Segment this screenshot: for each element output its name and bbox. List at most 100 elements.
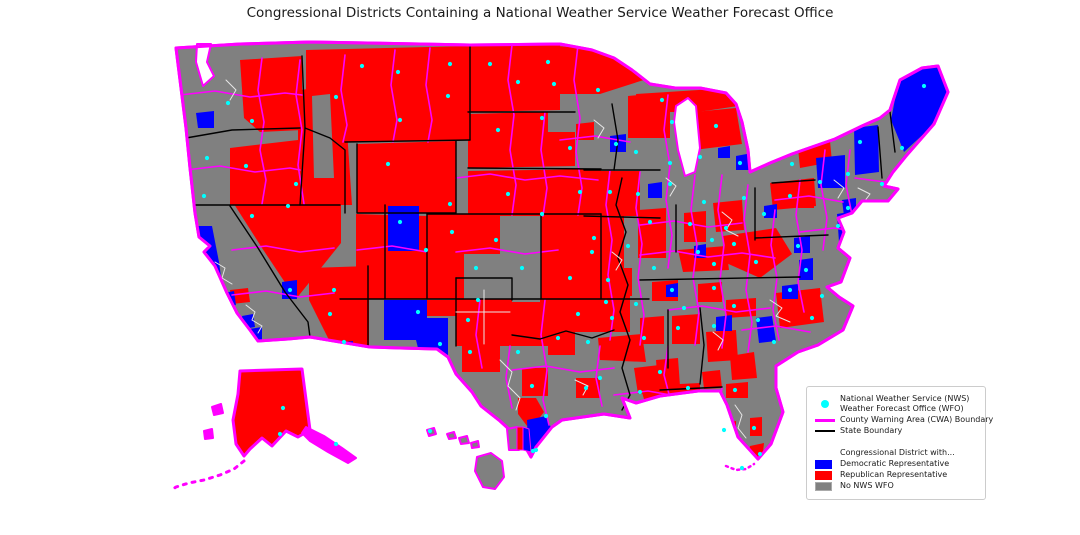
wfo-stations-shape (657, 369, 663, 375)
wfo-stations-shape (583, 385, 589, 391)
state-boundaries-shape (344, 139, 471, 143)
cwa-boundaries-shape (795, 179, 805, 313)
no-wfo-overlays-shape (312, 94, 334, 178)
cwa-boundaries-shape (540, 299, 550, 426)
cwa-boundaries-shape (505, 345, 513, 409)
district-boundaries-shape (833, 179, 845, 199)
wfo-stations-shape (669, 287, 675, 293)
no-wfo-patch-icon (815, 481, 832, 491)
wfo-stations-shape (809, 315, 815, 321)
republican-districts-shape (702, 370, 722, 389)
wfo-stations-shape (637, 389, 643, 395)
legend-democratic-label: Democratic Representative (840, 459, 950, 468)
district-boundaries-shape (734, 404, 747, 439)
wfo-stations-shape (515, 349, 521, 355)
wfo-stations-shape (277, 431, 283, 437)
wfo-stations-shape (697, 154, 703, 160)
wfo-stations-shape (475, 297, 481, 303)
cwa-boundaries-shape (455, 173, 599, 181)
lakes-shape (673, 97, 701, 177)
lakes-shape (195, 43, 215, 87)
wfo-stations-shape (427, 428, 433, 434)
wfo-stations-shape (709, 237, 715, 243)
wfo-stations-shape (741, 195, 747, 201)
cwa-line-icon (815, 418, 835, 422)
state-boundaries (185, 45, 896, 411)
wfo-stations-shape (505, 191, 511, 197)
legend-item-republican: Republican Representative (814, 470, 978, 480)
wfo-stations-shape (835, 223, 841, 229)
wfo-stations-shape (201, 193, 207, 199)
no-wfo-overlays-shape (464, 254, 506, 299)
state-boundaries-shape (877, 126, 883, 179)
state-boundaries-shape (455, 277, 513, 301)
wfo-stations-shape (415, 309, 421, 315)
wfo-stations-shape (731, 241, 737, 247)
democratic-districts-shape (794, 236, 810, 253)
democratic-districts-shape (527, 416, 552, 452)
republican-districts-shape (678, 246, 729, 272)
district-boundaries-shape (225, 79, 237, 101)
legend-item-state: State Boundary (814, 426, 978, 436)
wfo-stations-shape (761, 211, 767, 217)
wfo-stations-shape (723, 225, 729, 231)
wfo-stations-shape (287, 287, 293, 293)
democratic-districts-shape (388, 206, 419, 251)
wfo-stations-shape (555, 335, 561, 341)
state-boundaries-shape (611, 103, 619, 171)
district-boundaries-shape (574, 379, 589, 396)
wfo-stations-shape (795, 243, 801, 249)
wfo-stations-shape (249, 213, 255, 219)
democratic-districts-shape (854, 125, 879, 175)
aleutian-islands (168, 459, 246, 493)
democratic-districts-shape (756, 316, 776, 343)
wfo-stations-shape (397, 219, 403, 225)
state-boundaries-shape (304, 127, 346, 214)
wfo-stations-shape (467, 349, 473, 355)
wfo-stations-shape (625, 243, 631, 249)
district-boundaries-shape (769, 299, 791, 323)
republican-districts-shape (598, 334, 646, 362)
cwa-boundaries-shape (639, 250, 776, 259)
wfo-stations-shape (879, 181, 885, 187)
wfo-stations (201, 59, 927, 471)
cwa-boundaries-shape (663, 345, 671, 399)
legend-item-wfo: National Weather Service (NWS) Weather F… (814, 394, 978, 414)
cwa-boundaries-shape (845, 149, 853, 216)
hawaii-democratic-district-shape (522, 426, 532, 453)
wfo-stations-shape (447, 61, 453, 67)
wfo-stations-shape (659, 97, 665, 103)
democratic-districts-shape (648, 182, 662, 198)
republican-districts-shape (468, 169, 601, 217)
state-boundaries-shape (771, 179, 816, 184)
state-boundaries-shape (615, 177, 631, 411)
wfo-stations-shape (681, 305, 687, 311)
wfo-stations-shape (687, 221, 693, 227)
wfo-stations-shape (685, 385, 691, 391)
democratic-districts-shape (196, 111, 214, 128)
republican-districts-shape (518, 398, 544, 430)
state-boundaries-shape (356, 140, 457, 214)
wfo-stations-shape (803, 267, 809, 273)
wfo-stations-shape (285, 203, 291, 209)
wfo-stations-shape (899, 145, 905, 151)
wfo-stations-shape (567, 275, 573, 281)
legend-republican-label: Republican Representative (840, 470, 948, 479)
cwa-boundaries-shape (231, 245, 335, 253)
district-boundaries-shape (857, 187, 871, 203)
hawaii-republican-district (516, 426, 524, 451)
wfo-stations-shape (577, 189, 583, 195)
wfo-stations-shape (243, 163, 249, 169)
wfo-stations-shape (495, 127, 501, 133)
wfo-stations-shape (771, 339, 777, 345)
state-boundaries-shape (639, 276, 801, 281)
wfo-stations-shape (597, 375, 603, 381)
cwa-boundaries-shape (425, 47, 433, 143)
state-boundaries-shape (659, 386, 723, 391)
hawaii-islands-shape (446, 431, 457, 440)
republican-districts-shape (672, 314, 700, 344)
wfo-stations-shape (341, 339, 347, 345)
wfo-stations-shape (755, 317, 761, 323)
republican-districts-shape (694, 108, 742, 150)
wfo-stations-shape (633, 301, 639, 307)
